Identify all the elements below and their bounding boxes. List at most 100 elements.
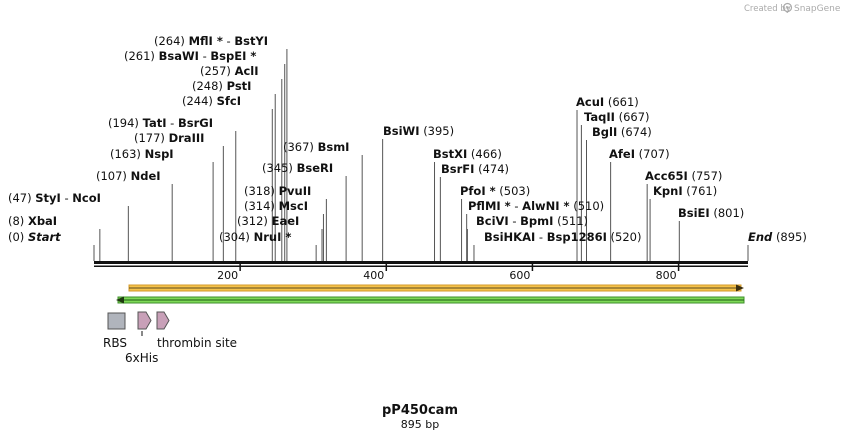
- his-tag-arrow-icon[interactable]: [137, 311, 152, 330]
- enzyme-site-label[interactable]: (261) BsaWI - BspEI *: [124, 49, 256, 63]
- enzyme-name: BsaWI: [159, 49, 199, 63]
- enzyme-name: -: [199, 49, 210, 63]
- site-position: (261): [124, 49, 155, 63]
- enzyme-site-label[interactable]: (312) EaeI: [237, 214, 299, 228]
- site-position: (314): [244, 199, 275, 213]
- enzyme-site-label[interactable]: (345) BseRI: [262, 161, 333, 175]
- enzyme-name: KpnI: [653, 184, 683, 198]
- enzyme-name: BstXI: [433, 147, 467, 161]
- enzyme-site-label[interactable]: AcuI (661): [576, 95, 639, 109]
- enzyme-site-label[interactable]: BglI (674): [592, 125, 652, 139]
- enzyme-site-label[interactable]: PflMI * - AlwNI * (510): [468, 199, 604, 213]
- enzyme-site-label[interactable]: (304) NruI *: [219, 230, 291, 244]
- enzyme-name: BciVI: [476, 214, 509, 228]
- enzyme-site-label[interactable]: BsiEI (801): [678, 206, 744, 220]
- enzyme-name: PvuII: [279, 184, 312, 198]
- backbone-top-strand: [94, 261, 748, 264]
- orf-reverse[interactable]: [116, 296, 745, 304]
- dna-backbone: [94, 261, 748, 267]
- enzyme-name: StyI: [35, 191, 61, 205]
- enzyme-name: -: [509, 214, 520, 228]
- site-position: (667): [619, 110, 650, 124]
- enzyme-name: PflMI *: [468, 199, 511, 213]
- site-position: (474): [478, 162, 509, 176]
- enzyme-site-label[interactable]: Acc65I (757): [645, 169, 722, 183]
- feature-label-6xhis: 6xHis: [125, 351, 158, 365]
- enzyme-site-label[interactable]: (248) PstI: [192, 79, 251, 93]
- enzyme-site-label[interactable]: (314) MscI: [244, 199, 308, 213]
- enzyme-name: -: [511, 199, 522, 213]
- enzyme-site-label[interactable]: TaqII (667): [584, 110, 650, 124]
- enzyme-name: MscI: [279, 199, 308, 213]
- enzyme-name: BsiWI: [383, 124, 420, 138]
- enzyme-site-label[interactable]: (8) XbaI: [8, 214, 57, 228]
- enzyme-name: BsrGI: [178, 116, 213, 130]
- enzyme-site-label[interactable]: BstXI (466): [433, 147, 502, 161]
- enzyme-name: MflI *: [189, 34, 223, 48]
- credit-prefix: Created by: [744, 4, 791, 14]
- enzyme-name: BpmI: [520, 214, 553, 228]
- enzyme-site-label[interactable]: BsiWI (395): [383, 124, 454, 138]
- enzyme-name: BglI: [592, 125, 617, 139]
- enzyme-name: PfoI *: [460, 184, 496, 198]
- site-position: (264): [154, 34, 185, 48]
- enzyme-site-label[interactable]: PfoI * (503): [460, 184, 530, 198]
- enzyme-name: Acc65I: [645, 169, 688, 183]
- site-position: (47): [8, 191, 32, 205]
- plasmid-name: pP450cam: [382, 403, 458, 418]
- ruler-tick-label: 200: [217, 269, 238, 282]
- site-position: (107): [96, 169, 127, 183]
- enzyme-name: TaqII: [584, 110, 615, 124]
- enzyme-site-label[interactable]: (107) NdeI: [96, 169, 161, 183]
- enzyme-site-label[interactable]: (194) TatI - BsrGI: [108, 116, 213, 130]
- enzyme-name: AlwNI *: [522, 199, 569, 213]
- enzyme-site-label[interactable]: (318) PvuII: [244, 184, 311, 198]
- site-position: (520): [611, 230, 642, 244]
- enzyme-site-label[interactable]: (177) DraIII: [134, 131, 204, 145]
- site-position: (345): [262, 161, 293, 175]
- enzyme-site-label[interactable]: (47) StyI - NcoI: [8, 191, 101, 205]
- enzyme-name: Bsp1286I: [547, 230, 607, 244]
- enzyme-name: NdeI: [131, 169, 161, 183]
- enzyme-site-label[interactable]: (163) NspI: [110, 147, 174, 161]
- enzyme-name: NcoI: [72, 191, 101, 205]
- site-position: (304): [219, 230, 250, 244]
- feature-rbs[interactable]: RBS: [103, 312, 127, 350]
- enzyme-site-label[interactable]: (244) SfcI: [182, 94, 241, 108]
- site-position: (761): [686, 184, 717, 198]
- enzyme-site-label[interactable]: KpnI (761): [653, 184, 717, 198]
- enzyme-site-label[interactable]: BsrFI (474): [441, 162, 509, 176]
- rbs-box-icon[interactable]: [107, 312, 126, 330]
- enzyme-site-label[interactable]: (264) MflI * - BstYI: [154, 34, 268, 48]
- enzyme-name: AfeI: [609, 147, 635, 161]
- site-position: (757): [691, 169, 722, 183]
- enzyme-site-label[interactable]: (0) Start: [8, 230, 61, 244]
- site-position: (503): [499, 184, 530, 198]
- enzyme-site-label[interactable]: BciVI - BpmI (511): [476, 214, 588, 228]
- site-position: (511): [557, 214, 588, 228]
- orf-forward[interactable]: [128, 284, 744, 292]
- site-position: (895): [776, 230, 807, 244]
- enzyme-site-label[interactable]: End (895): [748, 230, 807, 244]
- site-position: (248): [192, 79, 223, 93]
- feature-thrombin-site[interactable]: thrombin site: [156, 311, 237, 350]
- site-position: (318): [244, 184, 275, 198]
- enzyme-name: BsmI: [318, 140, 350, 154]
- enzyme-site-label[interactable]: (257) AclI: [200, 64, 259, 78]
- enzyme-site-label[interactable]: BsiHKAI - Bsp1286I (520): [484, 230, 641, 244]
- thrombin-arrow-icon[interactable]: [156, 311, 170, 330]
- site-position: (466): [471, 147, 502, 161]
- site-position: (801): [713, 206, 744, 220]
- site-position: (244): [182, 94, 213, 108]
- enzyme-site-label[interactable]: AfeI (707): [609, 147, 670, 161]
- plasmid-length: 895 bp: [401, 418, 439, 431]
- enzyme-site-label[interactable]: (367) BsmI: [283, 140, 349, 154]
- enzyme-name: TatI: [143, 116, 167, 130]
- site-position: (8): [8, 214, 24, 228]
- enzyme-name: PstI: [227, 79, 252, 93]
- enzyme-name: BsiEI: [678, 206, 710, 220]
- enzyme-name: XbaI: [28, 214, 57, 228]
- enzyme-name: Start: [28, 230, 61, 244]
- feature-6xhis[interactable]: 6xHis: [125, 311, 158, 365]
